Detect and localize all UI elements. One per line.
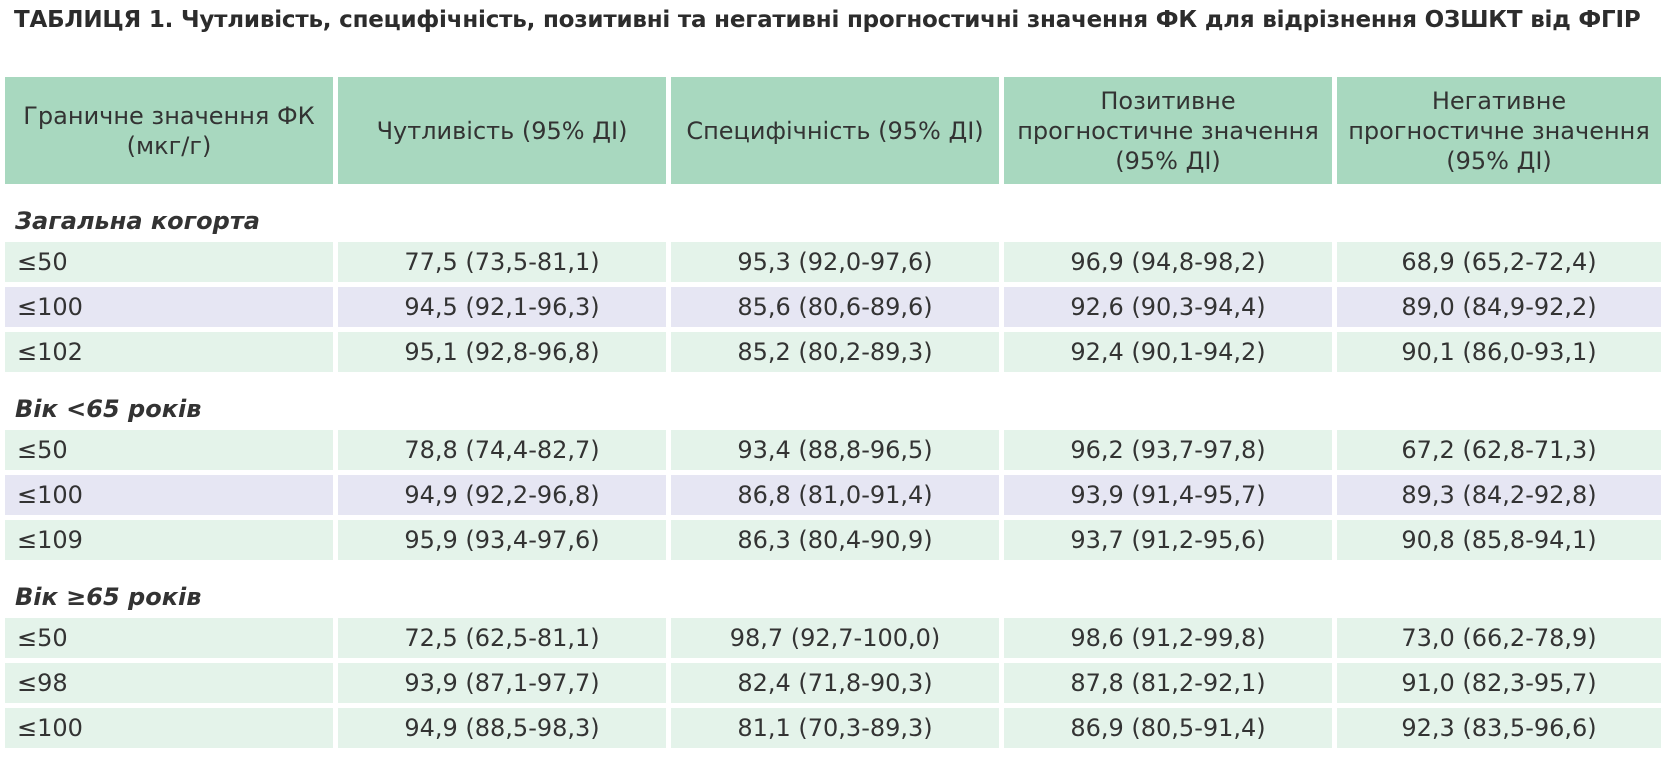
table-row: ≤50 77,5 (73,5-81,1) 95,3 (92,0-97,6) 96… <box>5 242 1661 282</box>
specificity-cell: 81,1 (70,3-89,3) <box>671 708 999 748</box>
cutoff-cell: ≤109 <box>5 520 333 560</box>
table-row: ≤100 94,5 (92,1-96,3) 85,6 (80,6-89,6) 9… <box>5 287 1661 327</box>
specificity-cell: 86,8 (81,0-91,4) <box>671 475 999 515</box>
table-header-row: Граничне значення ФК (мкг/г) Чутливість … <box>5 77 1661 184</box>
ppv-cell: 87,8 (81,2-92,1) <box>1004 663 1332 703</box>
cutoff-cell: ≤50 <box>5 618 333 658</box>
sensitivity-cell: 94,5 (92,1-96,3) <box>338 287 666 327</box>
specificity-cell: 85,6 (80,6-89,6) <box>671 287 999 327</box>
sensitivity-cell: 94,9 (88,5-98,3) <box>338 708 666 748</box>
ppv-cell: 92,6 (90,3-94,4) <box>1004 287 1332 327</box>
header-npv: Негативне прогностичне значення (95% ДІ) <box>1337 77 1661 184</box>
sensitivity-cell: 95,9 (93,4-97,6) <box>338 520 666 560</box>
npv-cell: 92,3 (83,5-96,6) <box>1337 708 1661 748</box>
sensitivity-cell: 95,1 (92,8-96,8) <box>338 332 666 372</box>
specificity-cell: 93,4 (88,8-96,5) <box>671 430 999 470</box>
specificity-cell: 86,3 (80,4-90,9) <box>671 520 999 560</box>
section-row: Вік ≥65 років <box>5 565 1661 613</box>
cutoff-cell: ≤50 <box>5 430 333 470</box>
npv-cell: 68,9 (65,2-72,4) <box>1337 242 1661 282</box>
section-row: Загальна когорта <box>5 189 1661 237</box>
cutoff-cell: ≤100 <box>5 475 333 515</box>
header-sensitivity: Чутливість (95% ДІ) <box>338 77 666 184</box>
specificity-cell: 95,3 (92,0-97,6) <box>671 242 999 282</box>
table-row: ≤50 78,8 (74,4-82,7) 93,4 (88,8-96,5) 96… <box>5 430 1661 470</box>
npv-cell: 89,0 (84,9-92,2) <box>1337 287 1661 327</box>
table-row: ≤102 95,1 (92,8-96,8) 85,2 (80,2-89,3) 9… <box>5 332 1661 372</box>
npv-cell: 90,8 (85,8-94,1) <box>1337 520 1661 560</box>
ppv-cell: 98,6 (91,2-99,8) <box>1004 618 1332 658</box>
results-table: Граничне значення ФК (мкг/г) Чутливість … <box>0 72 1661 753</box>
cutoff-cell: ≤100 <box>5 708 333 748</box>
ppv-cell: 96,2 (93,7-97,8) <box>1004 430 1332 470</box>
sensitivity-cell: 72,5 (62,5-81,1) <box>338 618 666 658</box>
specificity-cell: 98,7 (92,7-100,0) <box>671 618 999 658</box>
sensitivity-cell: 94,9 (92,2-96,8) <box>338 475 666 515</box>
cutoff-cell: ≤100 <box>5 287 333 327</box>
section-label: Загальна когорта <box>5 189 1661 237</box>
cutoff-cell: ≤50 <box>5 242 333 282</box>
sensitivity-cell: 77,5 (73,5-81,1) <box>338 242 666 282</box>
specificity-cell: 85,2 (80,2-89,3) <box>671 332 999 372</box>
table-row: ≤98 93,9 (87,1-97,7) 82,4 (71,8-90,3) 87… <box>5 663 1661 703</box>
sensitivity-cell: 78,8 (74,4-82,7) <box>338 430 666 470</box>
cutoff-cell: ≤98 <box>5 663 333 703</box>
table-row: ≤100 94,9 (92,2-96,8) 86,8 (81,0-91,4) 9… <box>5 475 1661 515</box>
header-ppv: Позитивне прогностичне значення (95% ДІ) <box>1004 77 1332 184</box>
ppv-cell: 96,9 (94,8-98,2) <box>1004 242 1332 282</box>
cutoff-cell: ≤102 <box>5 332 333 372</box>
npv-cell: 91,0 (82,3-95,7) <box>1337 663 1661 703</box>
specificity-cell: 82,4 (71,8-90,3) <box>671 663 999 703</box>
table-row: ≤50 72,5 (62,5-81,1) 98,7 (92,7-100,0) 9… <box>5 618 1661 658</box>
table-row: ≤109 95,9 (93,4-97,6) 86,3 (80,4-90,9) 9… <box>5 520 1661 560</box>
ppv-cell: 93,7 (91,2-95,6) <box>1004 520 1332 560</box>
table-title: ТАБЛИЦЯ 1. Чутливість, специфічність, по… <box>14 7 1641 33</box>
npv-cell: 73,0 (66,2-78,9) <box>1337 618 1661 658</box>
section-label: Вік <65 років <box>5 377 1661 425</box>
sensitivity-cell: 93,9 (87,1-97,7) <box>338 663 666 703</box>
header-cutoff: Граничне значення ФК (мкг/г) <box>5 77 333 184</box>
npv-cell: 67,2 (62,8-71,3) <box>1337 430 1661 470</box>
ppv-cell: 93,9 (91,4-95,7) <box>1004 475 1332 515</box>
table-row: ≤100 94,9 (88,5-98,3) 81,1 (70,3-89,3) 8… <box>5 708 1661 748</box>
npv-cell: 90,1 (86,0-93,1) <box>1337 332 1661 372</box>
npv-cell: 89,3 (84,2-92,8) <box>1337 475 1661 515</box>
ppv-cell: 86,9 (80,5-91,4) <box>1004 708 1332 748</box>
ppv-cell: 92,4 (90,1-94,2) <box>1004 332 1332 372</box>
header-specificity: Специфічність (95% ДІ) <box>671 77 999 184</box>
section-label: Вік ≥65 років <box>5 565 1661 613</box>
section-row: Вік <65 років <box>5 377 1661 425</box>
